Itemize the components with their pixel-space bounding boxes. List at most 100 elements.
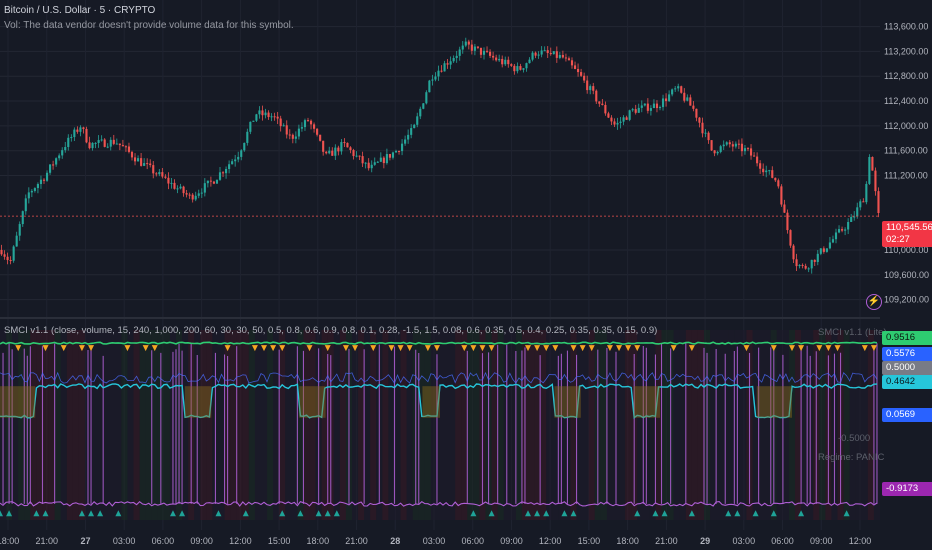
candle-body [42,179,46,181]
indicator-header[interactable]: SMCI v1.1 (close, volume, 15, 240, 1,000… [4,325,658,336]
regime-shade [764,330,771,520]
regime-shade [260,330,268,520]
candle-body [36,184,39,189]
candle-body [458,49,461,56]
candle-body [646,103,649,111]
candle-body [640,105,643,108]
candle-body [221,172,225,174]
time-tick-label: 12:00 [849,536,872,546]
candle-body [118,143,121,146]
candle-body [713,150,716,154]
candle-body [877,191,880,214]
candle-body [115,143,118,145]
candle-body [234,159,237,162]
price-axis[interactable]: 113,600.00 113,200.00 112,800.00 112,400.00… [880,0,932,532]
candle-body [592,86,595,91]
regime-shade [115,330,122,520]
candle-body [249,121,252,132]
candle-body [455,55,458,58]
candle-body [45,172,49,181]
candle-body [564,57,567,59]
candle-body [3,254,6,257]
candle-body [331,150,334,156]
candle-body [637,107,640,113]
last-price-tag[interactable]: 110,545.56 02:27 [882,221,932,247]
candle-body [665,98,668,102]
candle-body [367,162,370,169]
candle-body [707,132,710,141]
candle-body [170,182,173,184]
regime-shade [12,330,19,520]
candle-body [106,146,109,148]
candle-body [143,163,146,166]
regime-shade [455,330,462,520]
regime-shade [30,330,37,520]
regime-shade [333,330,340,520]
candle-body [482,50,486,55]
candle-body [765,170,768,173]
regime-shade [443,330,450,520]
regime-shade [48,330,55,520]
symbol-title[interactable]: Bitcoin / U.S. Dollar · 5 · CRYPTO [4,5,156,16]
buy-marker [661,510,668,517]
candle-body [841,229,844,231]
candle-body [489,51,492,56]
candle-body [443,63,446,72]
flash-icon[interactable]: ⚡ [866,294,882,310]
sell-marker [279,345,286,352]
regime-shade [673,330,680,520]
candle-body [540,50,543,55]
candle-body [373,162,376,165]
candle-body [94,142,97,144]
candle-body [525,63,528,69]
tag-cyan: 0.4642 [882,375,932,389]
indicator-name-overlay: SMCI v1.1 (Lite) [818,327,887,338]
candle-body [15,235,18,247]
candle-body [97,140,100,143]
candle-body [255,114,258,121]
regime-shade [97,330,104,520]
candle-body [24,198,27,212]
price-candles[interactable] [0,37,880,274]
tag-purple: -0.9173 [882,482,932,496]
candle-body [604,104,607,114]
candle-body [401,143,404,152]
candle-body [410,128,413,135]
candle-body [722,144,725,147]
candle-body [798,264,801,267]
candle-body [850,216,853,222]
regime-shade [752,330,759,520]
candle-body [267,112,270,118]
sell-marker [606,345,613,352]
buy-marker [561,510,568,517]
candle-body [9,260,12,262]
candle-body [671,89,674,95]
regime-shade [679,330,686,520]
candle-body [394,150,398,153]
candle-body [358,155,361,157]
buy-marker [333,510,340,517]
regime-shade [151,330,158,520]
candle-body [225,169,228,174]
candle-body [191,194,194,200]
buy-marker [33,510,40,517]
time-axis[interactable]: 18:00 21:00 27 03:00 06:00 09:00 12:00 15:00 18:… [0,536,871,546]
candle-body [643,103,646,106]
sell-marker [688,345,695,352]
indicator-pane[interactable] [0,330,880,520]
buy-marker [688,510,695,517]
price-tick-label: 110,000.00 [884,245,928,255]
candle-body [522,68,525,70]
candle-body [795,259,798,267]
regime-shade [819,330,826,520]
candle-body [470,44,473,51]
candle-body [300,127,303,129]
buy-marker [470,510,477,517]
candle-body [868,156,871,184]
sell-marker [406,345,413,352]
regime-shade [309,330,316,520]
candle-body [686,97,689,101]
candle-body [783,204,786,213]
regime-shade [200,330,207,520]
candle-body [674,88,677,90]
